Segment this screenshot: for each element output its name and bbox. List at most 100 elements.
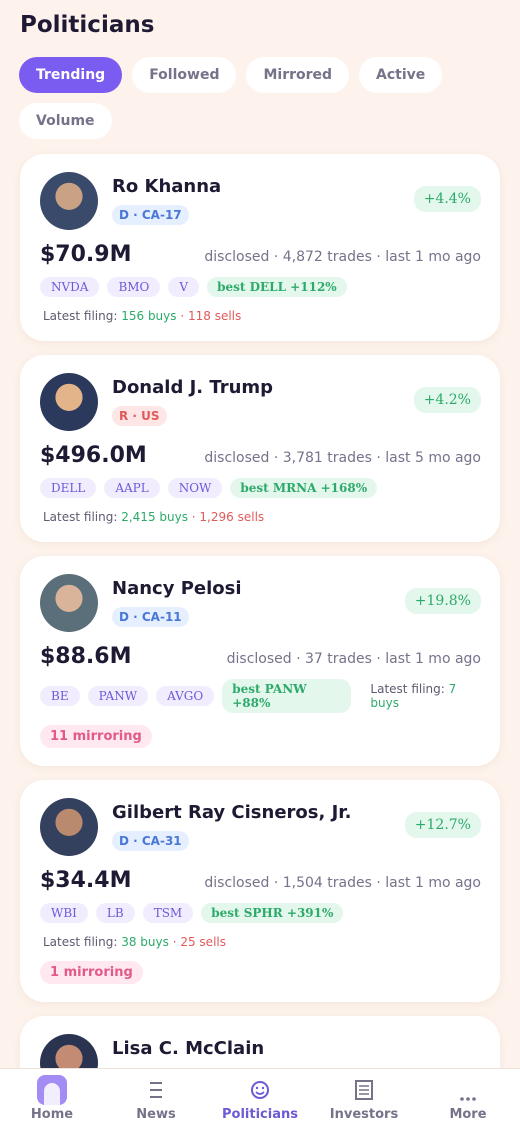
filter-tab[interactable]: Volume <box>19 103 112 139</box>
summary-row: $34.4M disclosed · 1,504 trades · last 1 … <box>40 868 481 893</box>
ticker-chip: WBI <box>40 903 88 923</box>
identity: Ro Khanna D · CA-17 <box>112 172 414 225</box>
ticker-row: WBI LB TSM best SPHR +391% <box>40 903 481 923</box>
filing-buys: 38 buys <box>121 935 169 949</box>
nav-item[interactable]: News <box>104 1069 208 1127</box>
card-header: Donald J. Trump R · US +4.2% <box>40 373 481 431</box>
politician-card[interactable]: Gilbert Ray Cisneros, Jr. D · CA-31 +12.7%… <box>20 780 500 1002</box>
nav-label: Politicians <box>222 1107 298 1122</box>
nav-label: More <box>449 1107 487 1122</box>
best-trade-chip: best PANW +88% <box>222 679 352 713</box>
best-trade-chip: best MRNA +168% <box>230 478 378 498</box>
filter-tab[interactable]: Trending <box>19 57 123 93</box>
politician-list: Ro Khanna D · CA-17 +4.4% $70.9M disclosed ·… <box>20 154 500 1110</box>
ticker-chip: V <box>168 277 200 297</box>
best-trade-chip: best SPHR +391% <box>201 903 344 923</box>
ticker-row: BE PANW AVGO best PANW +88% Latest filing: 7… <box>40 679 481 713</box>
latest-filing: Latest filing: 2,415 buys · 1,296 sells <box>40 510 481 524</box>
card-header: Gilbert Ray Cisneros, Jr. D · CA-31 +12.7% <box>40 798 481 856</box>
portfolio-value: $70.9M <box>40 242 132 267</box>
filing-sells: · 25 sells <box>172 935 226 949</box>
nav-item[interactable]: More <box>416 1069 520 1127</box>
ticker-chip: NVDA <box>40 277 100 297</box>
return-badge: +12.7% <box>404 812 481 838</box>
summary-row: $88.6M disclosed · 37 trades · last 1 mo … <box>40 644 481 669</box>
trade-meta: disclosed · 1,504 trades · last 1 mo ago <box>204 875 481 891</box>
nav-label: Investors <box>329 1107 399 1122</box>
party-badge: D · CA-31 <box>112 831 189 851</box>
filing-buys: 2,415 buys <box>121 510 188 524</box>
filing-sells: · 118 sells <box>180 309 242 323</box>
return-badge: +19.8% <box>404 588 481 614</box>
party-badge: D · CA-11 <box>112 607 189 627</box>
ticker-row: DELL AAPL NOW best MRNA +168% <box>40 478 481 498</box>
politician-name: Lisa C. McClain <box>112 1038 265 1059</box>
mirroring-badge: 11 mirroring <box>40 725 152 748</box>
avatar <box>40 574 98 632</box>
portfolio-value: $34.4M <box>40 868 132 893</box>
identity: Donald J. Trump R · US <box>112 373 414 426</box>
politician-card[interactable]: Ro Khanna D · CA-17 +4.4% $70.9M disclosed ·… <box>20 154 500 341</box>
portfolio-value: $496.0M <box>40 443 147 468</box>
nav-item[interactable]: Politicians <box>208 1069 312 1127</box>
avatar <box>40 373 98 431</box>
politician-name: Ro Khanna <box>112 176 222 197</box>
nav-icon <box>355 1080 373 1100</box>
trade-meta: disclosed · 4,872 trades · last 1 mo ago <box>204 249 481 265</box>
card-header: Ro Khanna D · CA-17 +4.4% <box>40 172 481 230</box>
filing-buys: 7 buys <box>370 682 457 710</box>
latest-filing: Latest filing: 7 buys <box>367 682 481 710</box>
bottom-nav: Home News Politicians Investors More <box>0 1068 520 1127</box>
nav-label: News <box>136 1107 176 1122</box>
identity: Lisa C. McClain <box>112 1034 481 1059</box>
trade-meta: disclosed · 3,781 trades · last 5 mo ago <box>204 450 481 466</box>
filing-label: Latest filing: <box>370 682 445 696</box>
nav-icon <box>460 1097 476 1101</box>
tab-bar: Trending Followed Mirrored Active Volume <box>19 57 459 139</box>
ticker-chip: TSM <box>142 903 194 923</box>
filter-tab[interactable]: Followed <box>132 57 237 93</box>
ticker-chip: NOW <box>167 478 223 498</box>
filing-label: Latest filing: <box>43 935 118 949</box>
ticker-chip: LB <box>95 903 135 923</box>
filter-tab[interactable]: Active <box>359 57 443 93</box>
page-title: Politicians <box>20 12 155 38</box>
avatar <box>40 172 98 230</box>
return-badge: +4.4% <box>413 186 481 212</box>
politician-name: Nancy Pelosi <box>112 578 242 599</box>
ticker-chip: BMO <box>107 277 161 297</box>
filing-label: Latest filing: <box>43 510 118 524</box>
politician-name: Gilbert Ray Cisneros, Jr. <box>112 802 352 823</box>
mirroring-badge: 1 mirroring <box>40 961 143 984</box>
trade-meta: disclosed · 37 trades · last 1 mo ago <box>226 651 481 667</box>
filing-sells: · 1,296 sells <box>191 510 265 524</box>
ticker-chip: PANW <box>87 686 149 706</box>
nav-item[interactable]: Investors <box>312 1069 416 1127</box>
identity: Nancy Pelosi D · CA-11 <box>112 574 405 627</box>
avatar <box>40 798 98 856</box>
politician-name: Donald J. Trump <box>112 377 274 398</box>
politician-card[interactable]: Donald J. Trump R · US +4.2% $496.0M disclos… <box>20 355 500 542</box>
ticker-chip: DELL <box>40 478 97 498</box>
best-trade-chip: best DELL +112% <box>207 277 347 297</box>
summary-row: $496.0M disclosed · 3,781 trades · last 5… <box>40 443 481 468</box>
identity: Gilbert Ray Cisneros, Jr. D · CA-31 <box>112 798 405 851</box>
return-badge: +4.2% <box>413 387 481 413</box>
card-header: Nancy Pelosi D · CA-11 +19.8% <box>40 574 481 632</box>
nav-item[interactable]: Home <box>0 1069 104 1127</box>
ticker-chip: AAPL <box>104 478 160 498</box>
party-badge: D · CA-17 <box>112 205 189 225</box>
filing-label: Latest filing: <box>43 309 118 323</box>
nav-label: Home <box>30 1107 74 1122</box>
ticker-chip: AVGO <box>156 686 215 706</box>
summary-row: $70.9M disclosed · 4,872 trades · last 1 … <box>40 242 481 267</box>
latest-filing: Latest filing: 38 buys · 25 sells <box>40 935 481 949</box>
party-badge: R · US <box>112 406 167 426</box>
latest-filing: Latest filing: 156 buys · 118 sells <box>40 309 481 323</box>
politician-card[interactable]: Nancy Pelosi D · CA-11 +19.8% $88.6M disclos… <box>20 556 500 766</box>
ticker-chip: BE <box>40 686 80 706</box>
filter-tab[interactable]: Mirrored <box>246 57 350 93</box>
